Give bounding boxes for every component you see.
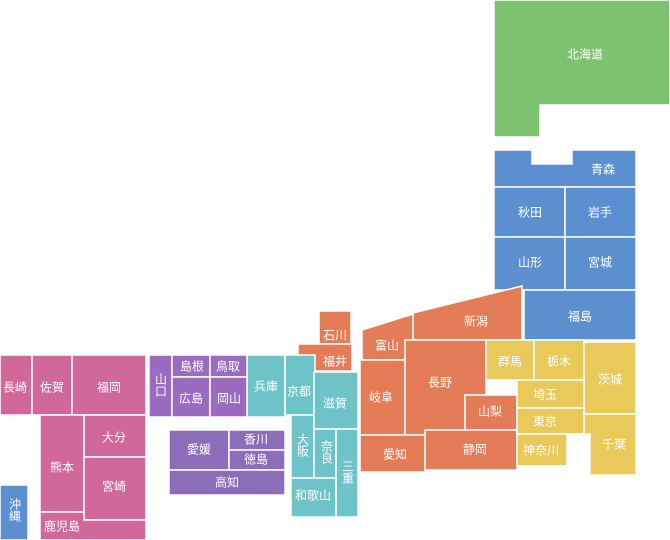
prefecture-label: 茨城 [598,373,622,387]
prefecture-label: 香川 [244,433,268,447]
prefecture-tile [424,429,518,471]
prefecture-label: 新潟 [464,314,488,329]
prefecture-label: 福島 [568,309,592,324]
prefecture-label: 愛媛 [187,443,211,457]
prefecture-label: 山梨 [478,405,502,419]
prefecture-label: 徳島 [244,452,268,467]
prefecture-label: 宮城 [588,255,612,270]
prefecture-label: 山口 [154,373,168,397]
prefecture-label: 奈良 [320,440,334,465]
prefecture-tile [516,433,568,467]
prefecture-label: 熊本 [50,460,74,475]
prefecture-label: 神奈川 [523,444,559,458]
prefecture-label: 岩手 [588,205,612,220]
prefecture-label: 秋田 [518,206,542,220]
prefecture-label: 北海道 [567,47,603,62]
prefecture-label: 埼玉 [533,388,557,402]
prefecture-label: 東京 [533,415,557,429]
prefecture-label: 大分 [102,431,126,445]
prefecture-label: 広島 [179,391,203,406]
prefecture-tile [290,477,337,518]
prefecture-label: 島根 [180,359,204,374]
prefecture-label: 京都 [287,385,311,399]
prefecture-tile [0,484,29,540]
prefecture-label: 山形 [518,256,542,270]
prefecture-label: 滋賀 [323,397,347,411]
prefecture-label: 高知 [215,475,239,490]
prefecture-label: 栃木 [547,355,571,369]
prefecture-label: 福岡 [97,380,121,395]
prefecture-label: 愛知 [383,448,407,462]
prefecture-label: 富山 [375,338,399,353]
prefecture-tile [209,376,248,418]
prefecture-label: 静岡 [463,443,487,457]
prefecture-tile [412,285,523,341]
prefecture-label: 鹿児島 [44,519,80,534]
prefecture-tile [359,434,426,473]
prefecture-label: 宮崎 [102,479,126,494]
prefecture-label: 千葉 [602,438,626,452]
prefecture-label: 群馬 [498,355,522,369]
prefecture-label: 和歌山 [295,488,331,503]
prefecture-label: 鳥取 [216,359,240,374]
prefecture-label: 長崎 [3,381,27,395]
prefecture-label: 岡山 [217,392,241,406]
prefecture-label: 岐阜 [369,391,393,405]
prefecture-tile [583,413,637,476]
prefecture-tile [523,289,637,341]
prefecture-label: 大阪 [296,433,310,458]
prefecture-label: 兵庫 [254,380,278,394]
prefecture-tile [493,0,670,138]
prefecture-tile [168,469,286,496]
prefecture-label: 沖縄 [8,498,22,522]
prefecture-label: 石川 [323,329,347,343]
prefecture-label: 佐賀 [40,381,64,395]
prefecture-label: 三重 [341,460,355,484]
prefecture-tile [39,511,147,540]
prefecture-label: 福井 [323,354,347,369]
prefecture-label: 長野 [428,376,452,390]
prefecture-label: 青森 [591,162,615,177]
